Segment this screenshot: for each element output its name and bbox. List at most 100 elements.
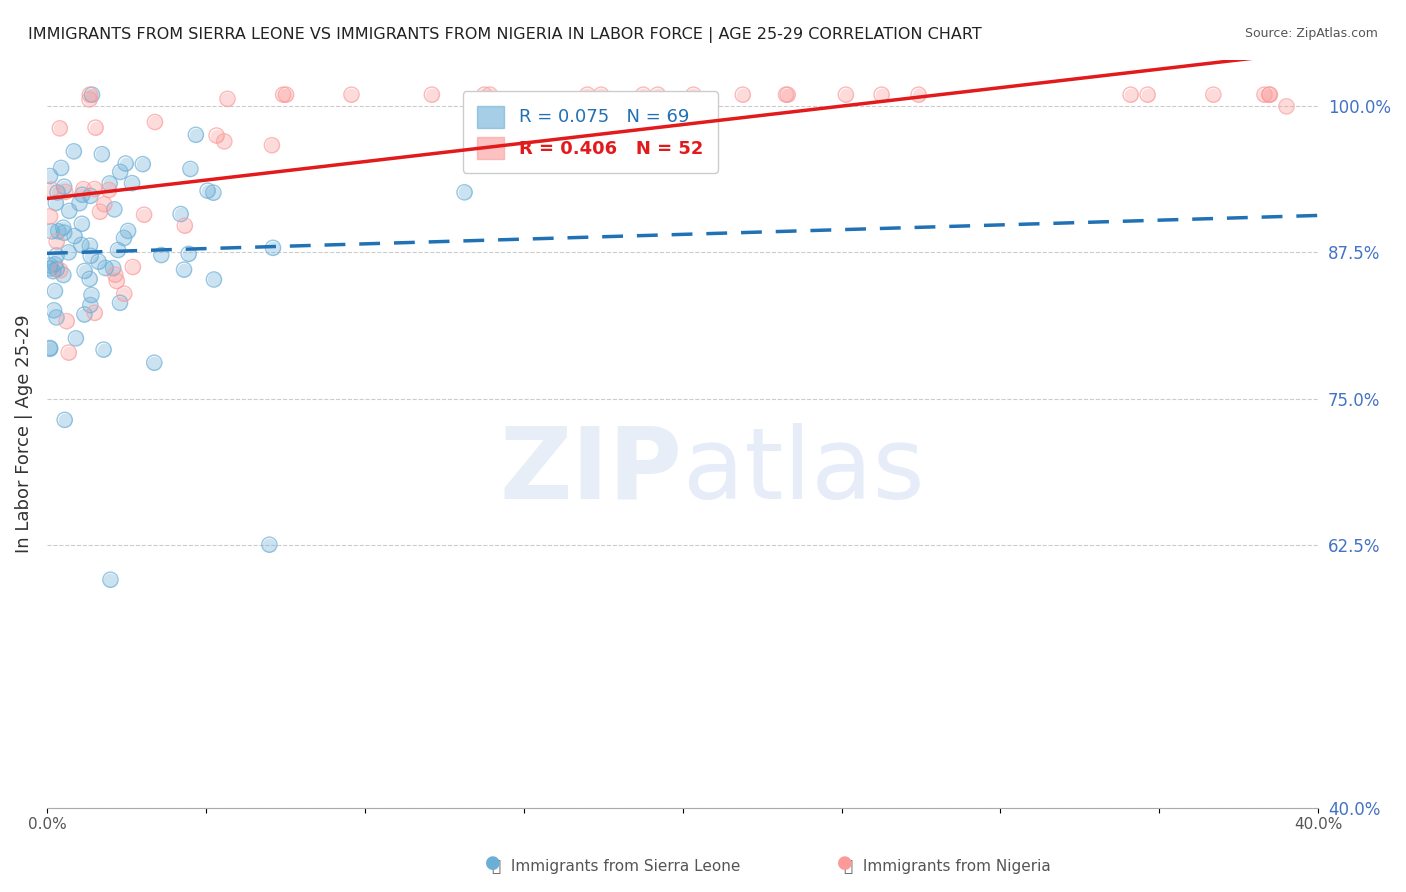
Point [108, 295, 131, 310]
Immigrants from Sierra Leone [73, 264, 96, 278]
Point [80, 249, 103, 263]
Point [87, 254, 110, 268]
Point [184, 128, 207, 142]
Point [89, 204, 111, 219]
Point [453, 186, 475, 200]
Point [49, 121, 72, 136]
Point [478, 87, 501, 102]
Immigrants from Nigeria [105, 274, 128, 288]
Immigrants from Nigeria [49, 121, 72, 136]
Point [53, 179, 76, 194]
Point [79, 92, 101, 106]
Point [63, 145, 86, 159]
Immigrants from Sierra Leone [53, 413, 76, 427]
Immigrants from Sierra Leone [44, 284, 66, 298]
Point [58, 345, 80, 359]
Point [53, 413, 76, 427]
Immigrants from Sierra Leone [202, 272, 225, 286]
Immigrants from Sierra Leone [41, 224, 63, 238]
Point [633, 87, 655, 102]
Immigrants from Nigeria [79, 92, 101, 106]
Point [39, 342, 62, 356]
Point [45, 196, 67, 211]
Immigrants from Sierra Leone [69, 196, 91, 211]
Point [49, 263, 72, 277]
Immigrants from Nigeria [173, 219, 195, 233]
Point [69, 196, 91, 211]
Point [179, 161, 201, 176]
Point [205, 128, 228, 143]
Immigrants from Sierra Leone [52, 220, 75, 235]
Point [63, 229, 86, 244]
Point [271, 87, 294, 102]
Immigrants from Sierra Leone [121, 176, 143, 190]
Point [45, 249, 67, 263]
Point [197, 184, 219, 198]
Point [79, 298, 101, 312]
Immigrants from Nigeria [72, 182, 94, 196]
Immigrants from Sierra Leone [63, 229, 86, 244]
Immigrants from Sierra Leone [45, 249, 67, 263]
Immigrants from Nigeria [260, 138, 283, 153]
Text: ●: ● [837, 855, 852, 872]
Immigrants from Nigeria [682, 87, 704, 102]
Immigrants from Sierra Leone [110, 165, 132, 179]
Point [112, 231, 135, 245]
Immigrants from Sierra Leone [173, 262, 195, 277]
Immigrants from Nigeria [217, 92, 239, 106]
Point [112, 286, 135, 301]
Point [1258, 87, 1281, 102]
Point [103, 202, 125, 217]
Point [52, 220, 75, 235]
Text: atlas: atlas [682, 423, 924, 519]
Immigrants from Nigeria [731, 87, 754, 102]
Immigrants from Nigeria [1258, 87, 1281, 102]
Immigrants from Nigeria [647, 87, 669, 102]
Immigrants from Nigeria [576, 87, 599, 102]
Point [1119, 87, 1142, 102]
Point [39, 210, 62, 224]
Point [682, 87, 704, 102]
Immigrants from Nigeria [214, 135, 236, 149]
Point [105, 274, 128, 288]
Immigrants from Nigeria [1119, 87, 1142, 102]
Immigrants from Sierra Leone [108, 295, 131, 310]
Point [53, 185, 76, 199]
Immigrants from Sierra Leone [70, 217, 93, 231]
Immigrants from Nigeria [143, 115, 166, 129]
Point [84, 120, 107, 135]
Point [472, 87, 495, 102]
Point [58, 203, 80, 218]
Text: IMMIGRANTS FROM SIERRA LEONE VS IMMIGRANTS FROM NIGERIA IN LABOR FORCE | AGE 25-: IMMIGRANTS FROM SIERRA LEONE VS IMMIGRAN… [28, 27, 981, 43]
Immigrants from Sierra Leone [90, 147, 112, 161]
Text: ●: ● [485, 855, 501, 872]
Point [260, 138, 283, 153]
Point [44, 284, 66, 298]
Text: ⬛  Immigrants from Nigeria: ⬛ Immigrants from Nigeria [844, 859, 1050, 874]
Immigrants from Sierra Leone [98, 177, 121, 191]
Immigrants from Sierra Leone [79, 238, 101, 252]
Immigrants from Nigeria [104, 268, 127, 282]
Immigrants from Sierra Leone [45, 310, 67, 325]
Immigrants from Sierra Leone [53, 226, 76, 240]
Point [55, 314, 77, 328]
Immigrants from Nigeria [633, 87, 655, 102]
Point [100, 573, 122, 587]
Immigrants from Sierra Leone [39, 341, 62, 355]
Point [58, 245, 80, 260]
Immigrants from Nigeria [472, 87, 495, 102]
Point [647, 87, 669, 102]
Immigrants from Sierra Leone [177, 247, 200, 261]
Point [39, 341, 62, 355]
Immigrants from Nigeria [340, 87, 363, 102]
Immigrants from Sierra Leone [73, 308, 96, 322]
Point [177, 247, 200, 261]
Point [274, 87, 297, 102]
Immigrants from Sierra Leone [72, 187, 94, 202]
Immigrants from Sierra Leone [42, 264, 65, 278]
Point [42, 264, 65, 278]
Point [907, 87, 929, 102]
Immigrants from Nigeria [591, 87, 613, 102]
Immigrants from Nigeria [112, 286, 135, 301]
Immigrants from Sierra Leone [46, 224, 69, 238]
